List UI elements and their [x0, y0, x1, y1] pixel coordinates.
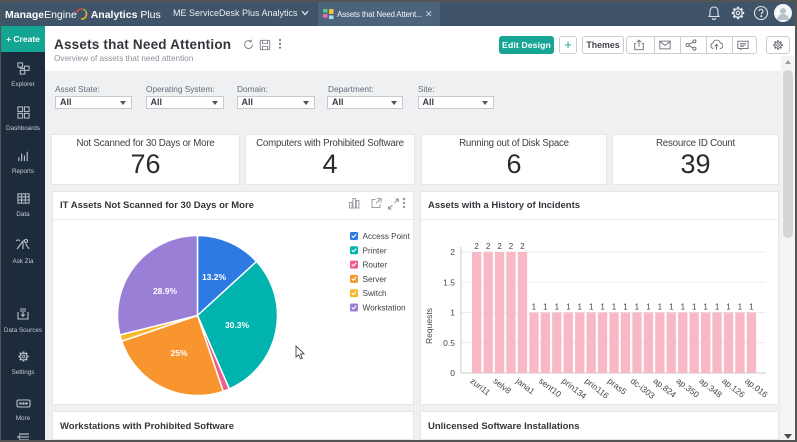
svg-text:0: 0 [450, 368, 455, 378]
svg-text:1: 1 [692, 303, 697, 312]
svg-text:1: 1 [681, 303, 686, 312]
svg-text:sent10: sent10 [537, 376, 563, 400]
svg-text:2: 2 [509, 242, 514, 251]
svg-text:Switch: Switch [363, 289, 388, 298]
svg-text:1: 1 [738, 303, 743, 312]
svg-text:1: 1 [577, 303, 582, 312]
svg-text:ap.824: ap.824 [652, 376, 679, 400]
svg-text:1: 1 [635, 303, 640, 312]
svg-text:1: 1 [646, 303, 651, 312]
svg-text:ap.350: ap.350 [675, 376, 702, 400]
svg-text:Printer: Printer [363, 246, 387, 255]
svg-text:1: 1 [749, 303, 754, 312]
svg-text:1: 1 [532, 303, 537, 312]
svg-text:ap.126: ap.126 [720, 376, 747, 400]
svg-text:25%: 25% [170, 348, 187, 358]
svg-text:2: 2 [486, 242, 491, 251]
svg-text:selv8: selv8 [491, 376, 513, 396]
svg-text:2: 2 [497, 242, 502, 251]
svg-text:1: 1 [543, 303, 548, 312]
svg-text:Workstation: Workstation [363, 304, 407, 313]
svg-text:ap.348: ap.348 [697, 376, 724, 400]
svg-text:prin134: prin134 [560, 376, 589, 402]
svg-text:prin116: prin116 [583, 376, 611, 401]
svg-text:1: 1 [703, 303, 708, 312]
svg-text:1: 1 [669, 303, 674, 312]
svg-text:Access Point: Access Point [363, 232, 411, 241]
svg-text:jana1: jana1 [513, 375, 537, 396]
svg-text:1: 1 [623, 303, 628, 312]
svg-text:1.5: 1.5 [443, 277, 455, 287]
svg-text:13.2%: 13.2% [202, 272, 227, 282]
svg-text:1: 1 [715, 303, 720, 312]
svg-text:2: 2 [474, 242, 479, 251]
svg-text:dc-i303: dc-i303 [629, 376, 657, 401]
svg-text:1: 1 [555, 303, 560, 312]
svg-text:1: 1 [566, 303, 571, 312]
svg-text:Server: Server [363, 275, 387, 284]
svg-text:1: 1 [589, 303, 594, 312]
svg-text:2: 2 [520, 242, 525, 251]
svg-text:1: 1 [658, 303, 663, 312]
svg-text:1: 1 [612, 303, 617, 312]
svg-text:0.5: 0.5 [443, 338, 455, 348]
svg-text:1: 1 [450, 308, 455, 318]
svg-text:ap.016: ap.016 [743, 376, 770, 400]
svg-text:2: 2 [450, 247, 455, 257]
svg-text:1: 1 [600, 303, 605, 312]
svg-text:zuri11: zuri11 [468, 376, 492, 398]
svg-text:30.3%: 30.3% [225, 320, 250, 330]
svg-text:1: 1 [726, 303, 731, 312]
svg-text:Router: Router [363, 261, 388, 270]
svg-text:28.9%: 28.9% [153, 286, 178, 296]
svg-text:Requests: Requests [424, 308, 434, 344]
